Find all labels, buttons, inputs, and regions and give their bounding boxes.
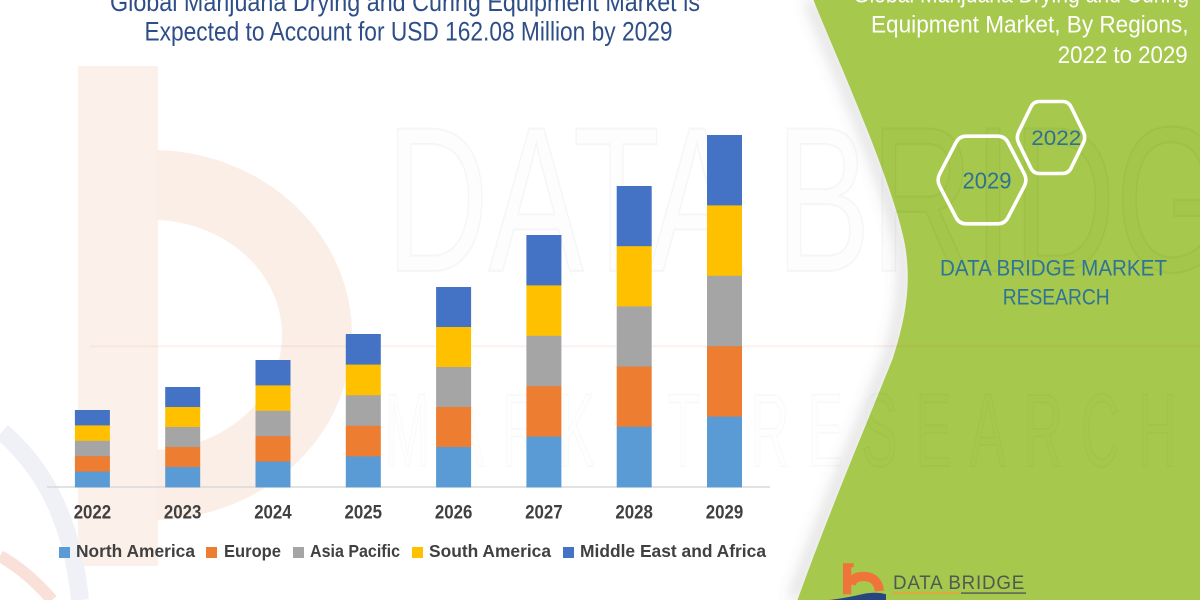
svg-text:North America: North America: [76, 541, 195, 561]
svg-text:Equipment Market, By Regions,: Equipment Market, By Regions,: [871, 12, 1189, 39]
svg-text:2023: 2023: [164, 503, 202, 524]
svg-text:MARKET RESEARCH: MARKET RESEARCH: [385, 373, 1195, 489]
svg-text:DATA BRIDGE MARKET: DATA BRIDGE MARKET: [940, 256, 1167, 281]
svg-text:DATA BRIDGE: DATA BRIDGE: [893, 573, 1025, 594]
svg-text:2025: 2025: [345, 503, 383, 524]
svg-text:Middle East and Africa: Middle East and Africa: [580, 541, 766, 561]
svg-text:2028: 2028: [615, 503, 653, 524]
svg-text:Europe: Europe: [224, 541, 281, 561]
svg-text:2022: 2022: [1031, 126, 1081, 150]
svg-text:Expected to Account for USD 16: Expected to Account for USD 162.08 Milli…: [145, 17, 673, 47]
svg-text:2022 to 2029: 2022 to 2029: [1058, 42, 1188, 69]
svg-text:2024: 2024: [254, 503, 292, 524]
svg-text:Asia Pacific: Asia Pacific: [310, 541, 400, 561]
svg-text:2027: 2027: [525, 503, 563, 524]
svg-text:2029: 2029: [963, 168, 1012, 194]
svg-text:2026: 2026: [435, 503, 473, 524]
svg-text:South America: South America: [429, 541, 551, 561]
svg-text:Global Marijuana Drying and Cu: Global Marijuana Drying and Curing: [853, 0, 1189, 9]
svg-text:RESEARCH: RESEARCH: [1003, 285, 1110, 310]
svg-text:Global Marijuana Drying and Cu: Global Marijuana Drying and Curing Equip…: [110, 0, 700, 17]
svg-text:2029: 2029: [706, 503, 744, 524]
svg-text:2022: 2022: [74, 503, 112, 524]
